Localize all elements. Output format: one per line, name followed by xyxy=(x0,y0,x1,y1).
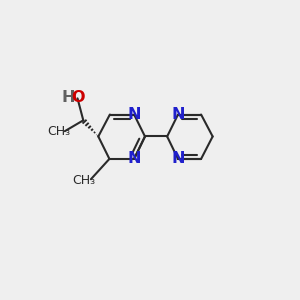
Text: CH₃: CH₃ xyxy=(72,174,96,187)
Text: CH₃: CH₃ xyxy=(47,125,70,138)
Text: H: H xyxy=(62,90,76,105)
Text: N: N xyxy=(171,152,185,166)
Text: N: N xyxy=(128,152,141,166)
Text: O: O xyxy=(71,90,85,105)
Text: N: N xyxy=(171,107,185,122)
Text: N: N xyxy=(128,107,141,122)
